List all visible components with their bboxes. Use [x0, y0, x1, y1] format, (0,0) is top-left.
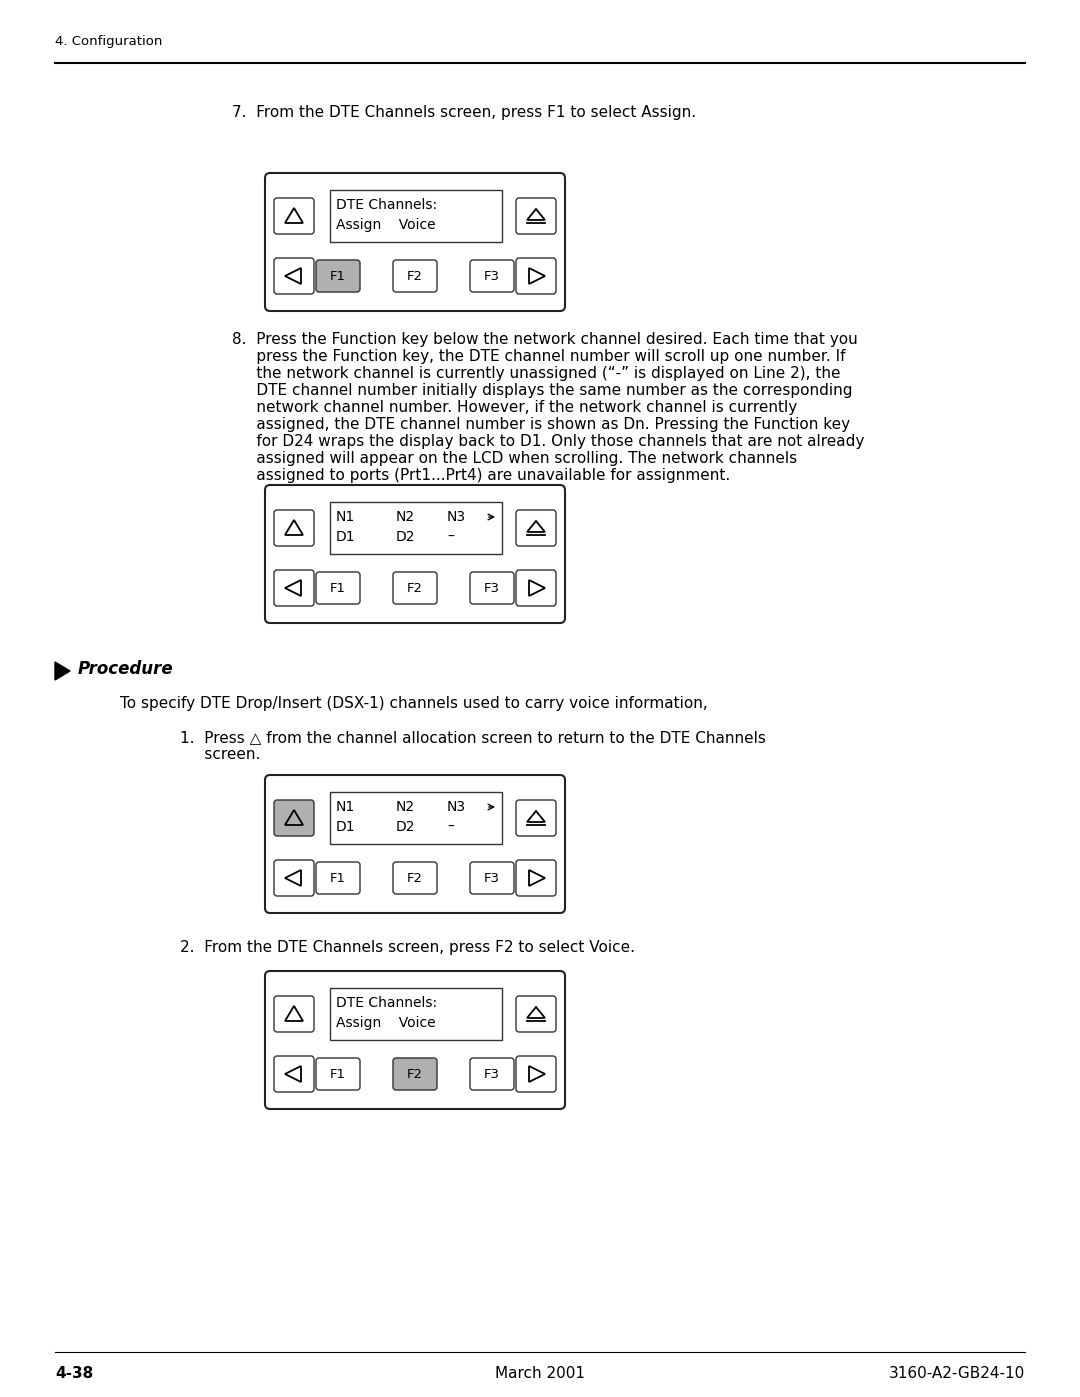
Text: March 2001: March 2001: [495, 1366, 585, 1382]
FancyBboxPatch shape: [470, 260, 514, 292]
Text: DTE channel number initially displays the same number as the corresponding: DTE channel number initially displays th…: [232, 383, 852, 398]
Text: F3: F3: [484, 581, 500, 595]
FancyBboxPatch shape: [330, 792, 502, 844]
FancyBboxPatch shape: [470, 1058, 514, 1090]
Text: F3: F3: [484, 1067, 500, 1080]
FancyBboxPatch shape: [393, 862, 437, 894]
Text: F2: F2: [407, 1067, 423, 1080]
Text: F1: F1: [330, 581, 346, 595]
FancyBboxPatch shape: [516, 861, 556, 895]
Text: assigned to ports (Prt1...Prt4) are unavailable for assignment.: assigned to ports (Prt1...Prt4) are unav…: [232, 468, 730, 483]
Text: DTE Channels:: DTE Channels:: [336, 996, 437, 1010]
Text: press the Function key, the DTE channel number will scroll up one number. If: press the Function key, the DTE channel …: [232, 349, 846, 365]
Text: N3: N3: [447, 800, 467, 814]
Text: 7.  From the DTE Channels screen, press F1 to select Assign.: 7. From the DTE Channels screen, press F…: [232, 105, 697, 120]
FancyBboxPatch shape: [470, 571, 514, 604]
Text: network channel number. However, if the network channel is currently: network channel number. However, if the …: [232, 400, 797, 415]
FancyBboxPatch shape: [516, 570, 556, 606]
FancyBboxPatch shape: [274, 800, 314, 835]
Text: 8.  Press the Function key below the network channel desired. Each time that you: 8. Press the Function key below the netw…: [232, 332, 858, 346]
Text: F2: F2: [407, 581, 423, 595]
Text: D1: D1: [336, 820, 355, 834]
Text: 4. Configuration: 4. Configuration: [55, 35, 162, 47]
FancyBboxPatch shape: [516, 1056, 556, 1092]
Text: Assign    Voice: Assign Voice: [336, 218, 435, 232]
Text: assigned will appear on the LCD when scrolling. The network channels: assigned will appear on the LCD when scr…: [232, 451, 797, 467]
FancyBboxPatch shape: [274, 861, 314, 895]
FancyBboxPatch shape: [265, 775, 565, 914]
FancyBboxPatch shape: [265, 485, 565, 623]
Text: F1: F1: [330, 270, 346, 282]
FancyBboxPatch shape: [274, 570, 314, 606]
FancyBboxPatch shape: [265, 971, 565, 1109]
FancyBboxPatch shape: [316, 571, 360, 604]
FancyBboxPatch shape: [393, 571, 437, 604]
Text: DTE Channels:: DTE Channels:: [336, 198, 437, 212]
FancyBboxPatch shape: [330, 190, 502, 242]
Text: –: –: [447, 820, 454, 834]
FancyBboxPatch shape: [274, 510, 314, 546]
Text: F1: F1: [330, 872, 346, 884]
FancyBboxPatch shape: [516, 198, 556, 235]
FancyBboxPatch shape: [330, 502, 502, 555]
Text: N1: N1: [336, 510, 355, 524]
Text: Assign    Voice: Assign Voice: [336, 1016, 435, 1030]
Text: –: –: [447, 529, 454, 543]
FancyBboxPatch shape: [274, 258, 314, 293]
Text: 3160-A2-GB24-10: 3160-A2-GB24-10: [889, 1366, 1025, 1382]
Text: N2: N2: [395, 800, 415, 814]
Text: F2: F2: [407, 270, 423, 282]
Text: To specify DTE Drop/Insert (DSX-1) channels used to carry voice information,: To specify DTE Drop/Insert (DSX-1) chann…: [120, 696, 707, 711]
FancyBboxPatch shape: [330, 988, 502, 1039]
Text: N2: N2: [395, 510, 415, 524]
FancyBboxPatch shape: [316, 862, 360, 894]
Text: 2.  From the DTE Channels screen, press F2 to select Voice.: 2. From the DTE Channels screen, press F…: [180, 940, 635, 956]
Text: F3: F3: [484, 872, 500, 884]
Text: F2: F2: [407, 872, 423, 884]
Text: D2: D2: [395, 529, 415, 543]
FancyBboxPatch shape: [470, 862, 514, 894]
FancyBboxPatch shape: [274, 1056, 314, 1092]
FancyBboxPatch shape: [516, 510, 556, 546]
FancyBboxPatch shape: [393, 260, 437, 292]
FancyBboxPatch shape: [265, 173, 565, 312]
FancyBboxPatch shape: [516, 996, 556, 1032]
FancyBboxPatch shape: [516, 258, 556, 293]
Text: 4-38: 4-38: [55, 1366, 93, 1382]
FancyBboxPatch shape: [516, 800, 556, 835]
FancyBboxPatch shape: [274, 996, 314, 1032]
Text: N1: N1: [336, 800, 355, 814]
FancyBboxPatch shape: [274, 198, 314, 235]
FancyBboxPatch shape: [316, 1058, 360, 1090]
Polygon shape: [55, 662, 70, 680]
Text: F1: F1: [330, 1067, 346, 1080]
Text: for D24 wraps the display back to D1. Only those channels that are not already: for D24 wraps the display back to D1. On…: [232, 434, 864, 448]
Text: 1.  Press △ from the channel allocation screen to return to the DTE Channels: 1. Press △ from the channel allocation s…: [180, 731, 766, 745]
Text: D1: D1: [336, 529, 355, 543]
Text: Procedure: Procedure: [78, 659, 174, 678]
Text: screen.: screen.: [180, 747, 260, 761]
Text: F3: F3: [484, 270, 500, 282]
Text: N3: N3: [447, 510, 467, 524]
Text: D2: D2: [395, 820, 415, 834]
Text: the network channel is currently unassigned (“-” is displayed on Line 2), the: the network channel is currently unassig…: [232, 366, 840, 381]
FancyBboxPatch shape: [393, 1058, 437, 1090]
FancyBboxPatch shape: [316, 260, 360, 292]
Text: assigned, the DTE channel number is shown as Dn. Pressing the Function key: assigned, the DTE channel number is show…: [232, 416, 850, 432]
